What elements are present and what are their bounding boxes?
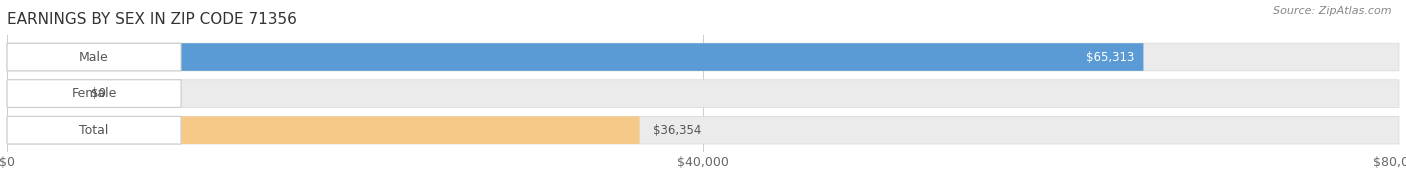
Text: $65,313: $65,313 bbox=[1087, 51, 1135, 64]
Text: $36,354: $36,354 bbox=[654, 124, 702, 137]
FancyBboxPatch shape bbox=[7, 116, 1399, 144]
FancyBboxPatch shape bbox=[7, 116, 181, 144]
FancyBboxPatch shape bbox=[7, 116, 640, 144]
Text: $0: $0 bbox=[90, 87, 105, 100]
FancyBboxPatch shape bbox=[7, 80, 77, 107]
FancyBboxPatch shape bbox=[7, 43, 181, 71]
Text: Source: ZipAtlas.com: Source: ZipAtlas.com bbox=[1274, 6, 1392, 16]
FancyBboxPatch shape bbox=[7, 43, 1399, 71]
FancyBboxPatch shape bbox=[7, 43, 1143, 71]
FancyBboxPatch shape bbox=[7, 80, 1399, 107]
Text: EARNINGS BY SEX IN ZIP CODE 71356: EARNINGS BY SEX IN ZIP CODE 71356 bbox=[7, 12, 297, 27]
Text: Female: Female bbox=[72, 87, 117, 100]
FancyBboxPatch shape bbox=[7, 80, 181, 107]
Text: Male: Male bbox=[79, 51, 108, 64]
Text: Total: Total bbox=[79, 124, 108, 137]
